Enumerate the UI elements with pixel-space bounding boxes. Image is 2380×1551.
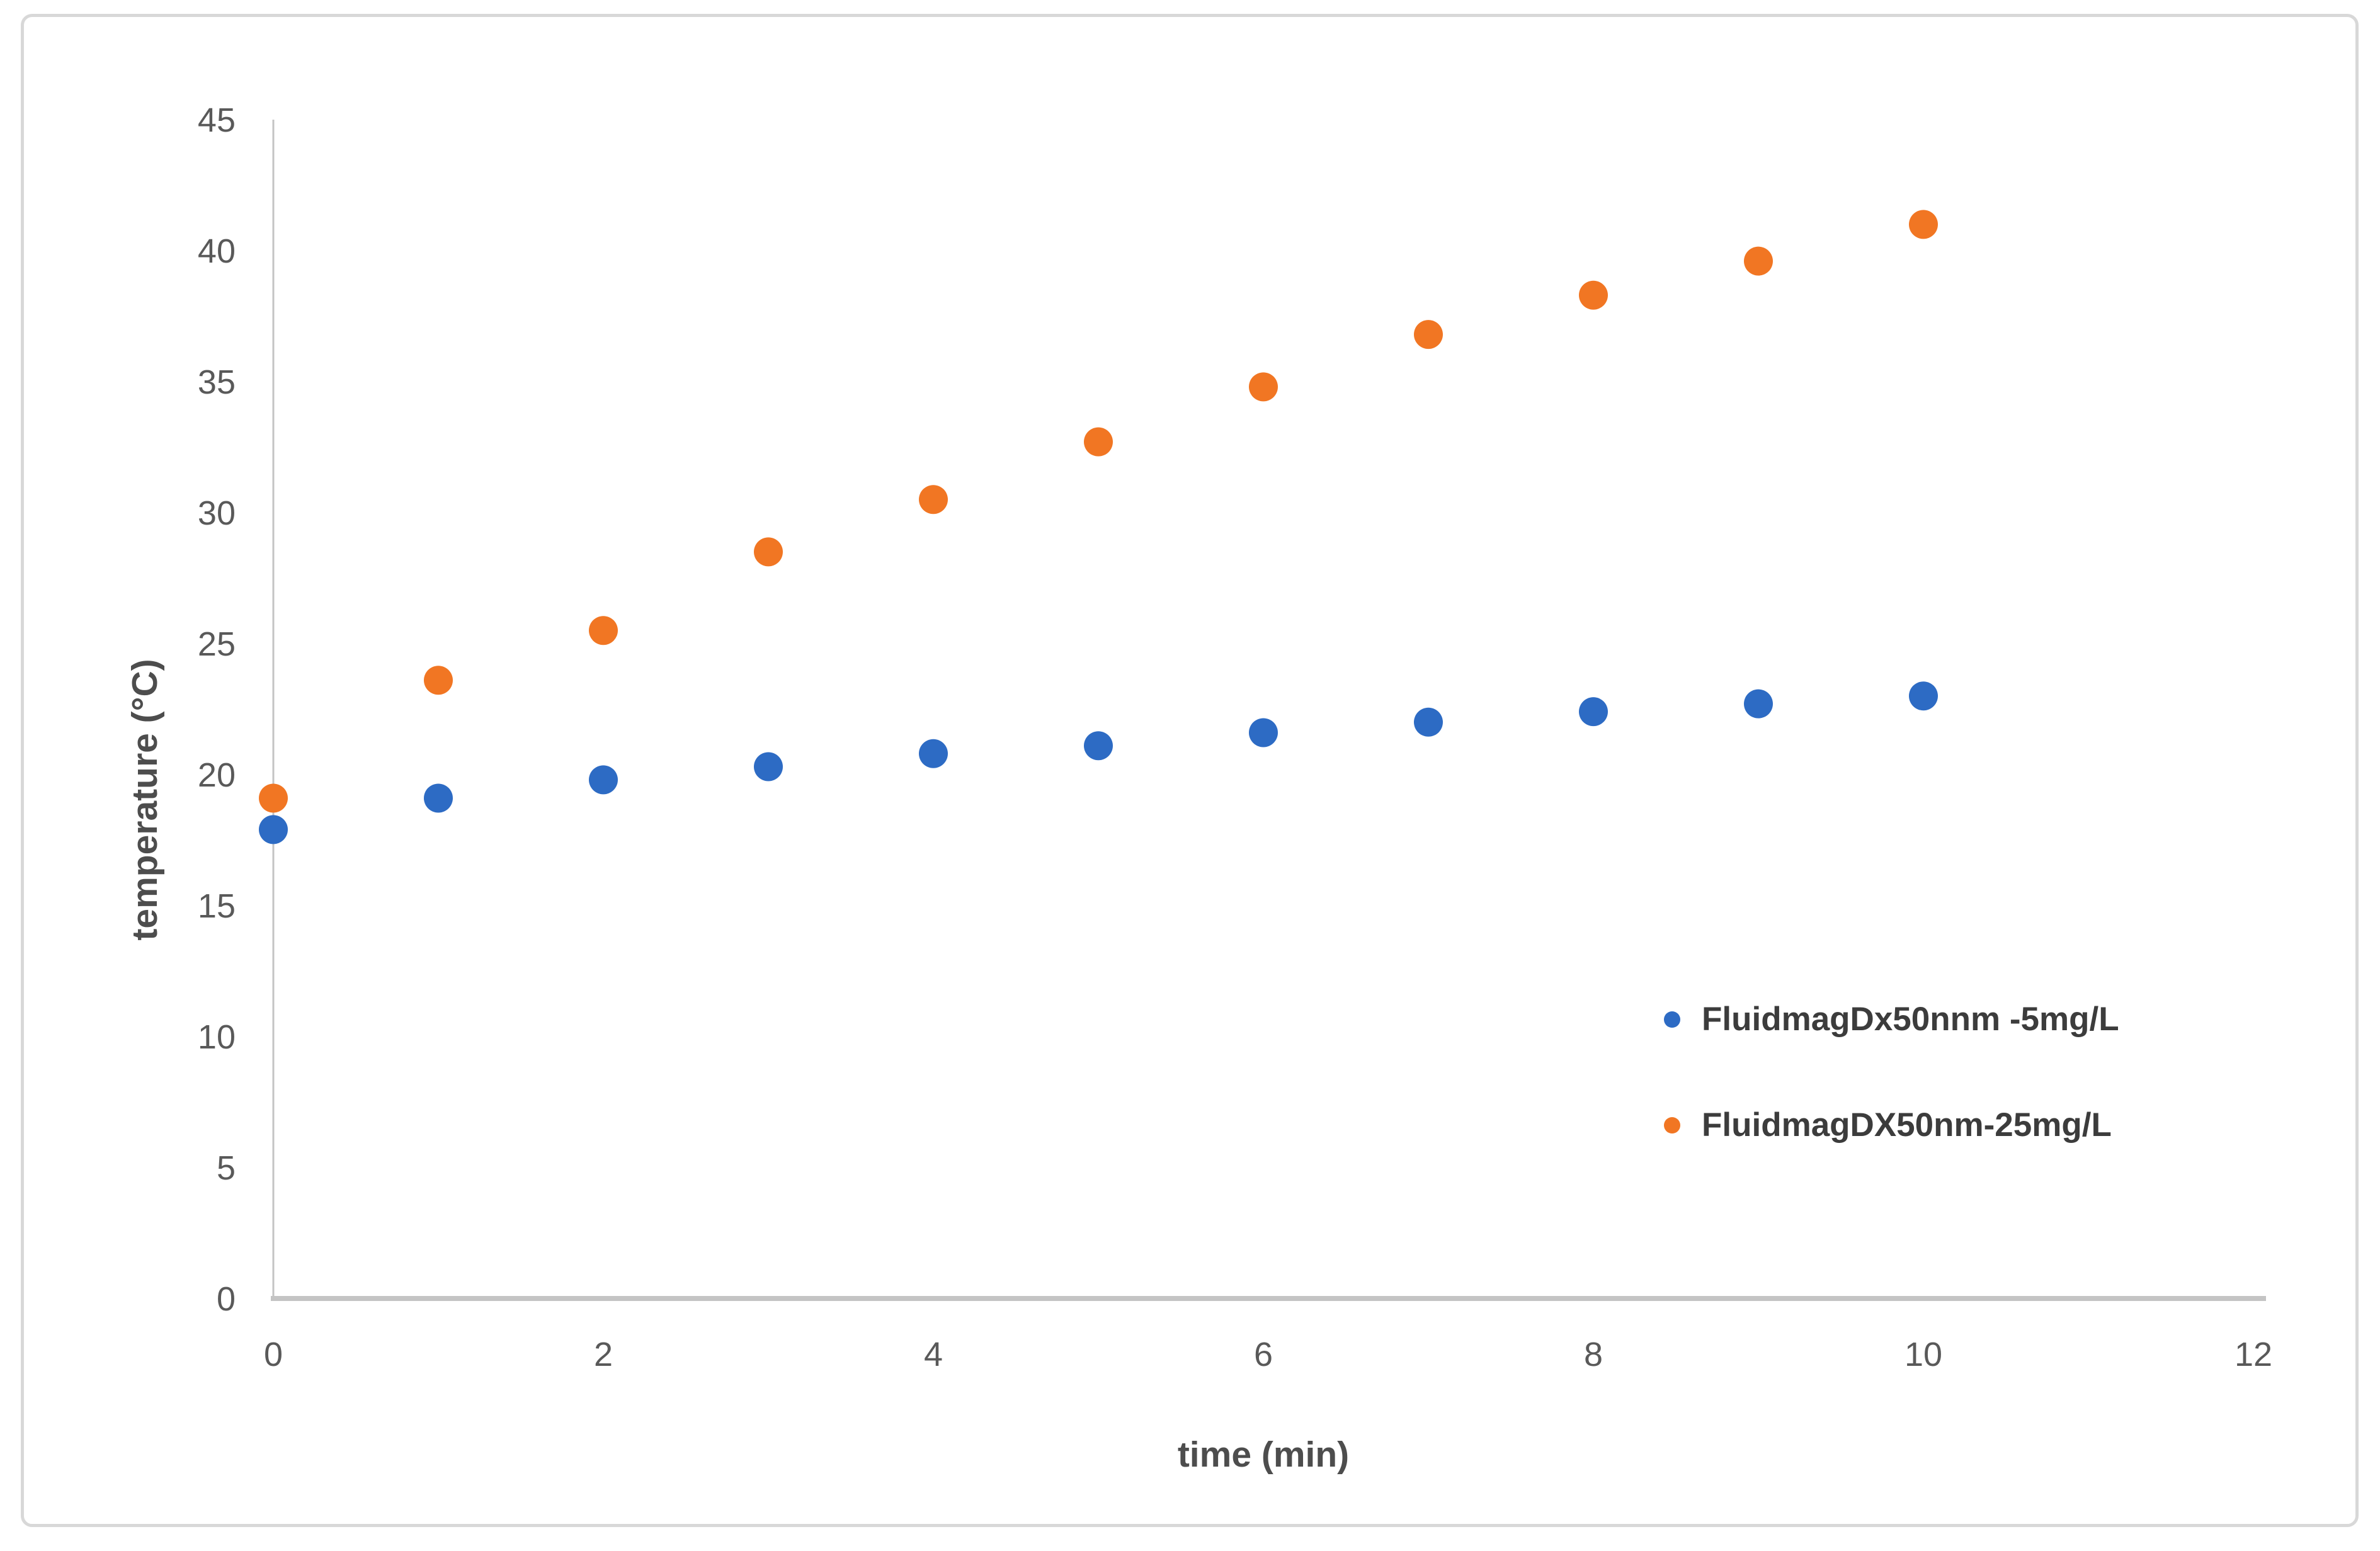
legend-marker-series2-icon bbox=[1664, 1116, 1680, 1133]
x-tick-label: 8 bbox=[1584, 1336, 1603, 1373]
data-point-series2 bbox=[1909, 210, 1938, 239]
legend-marker-series1-icon bbox=[1664, 1011, 1680, 1028]
data-point-series2 bbox=[424, 666, 453, 695]
data-point-series1 bbox=[589, 765, 618, 795]
data-point-series2 bbox=[259, 783, 288, 813]
data-point-series1 bbox=[754, 752, 783, 781]
y-tick-label: 15 bbox=[198, 887, 236, 925]
x-tick-label: 10 bbox=[1905, 1336, 1942, 1373]
x-tick-label: 4 bbox=[924, 1336, 943, 1373]
x-axis-title: time (min) bbox=[1177, 1435, 1350, 1475]
data-point-series1 bbox=[1909, 681, 1938, 711]
data-point-series2 bbox=[1744, 246, 1773, 276]
y-tick-label: 10 bbox=[198, 1018, 236, 1056]
data-point-series1 bbox=[259, 815, 288, 844]
data-point-series2 bbox=[919, 485, 948, 514]
data-point-series1 bbox=[919, 739, 948, 768]
data-point-series2 bbox=[1414, 320, 1443, 349]
legend-label-series2: FluidmagDX50nm-25mg/L bbox=[1702, 1106, 2112, 1144]
data-point-series2 bbox=[1084, 427, 1113, 457]
y-tick-label: 45 bbox=[198, 101, 236, 139]
y-tick-label: 40 bbox=[198, 232, 236, 270]
x-tick-label: 2 bbox=[594, 1336, 613, 1373]
legend-item-series2: FluidmagDX50nm-25mg/L bbox=[1664, 1106, 2119, 1144]
data-point-series2 bbox=[1249, 372, 1278, 402]
legend: FluidmagDx50nnm -5mg/L FluidmagDX50nm-25… bbox=[1664, 1000, 2119, 1144]
data-point-series2 bbox=[1579, 280, 1608, 310]
data-point-series1 bbox=[1744, 689, 1773, 719]
data-point-series2 bbox=[754, 537, 783, 567]
x-tick-label: 12 bbox=[2235, 1336, 2272, 1373]
y-tick-label: 0 bbox=[217, 1280, 236, 1318]
y-tick-label: 20 bbox=[198, 756, 236, 794]
legend-label-series1: FluidmagDx50nnm -5mg/L bbox=[1702, 1001, 2119, 1038]
data-point-series1 bbox=[1414, 707, 1443, 737]
data-point-series1 bbox=[1579, 697, 1608, 727]
x-tick-label: 6 bbox=[1254, 1336, 1273, 1373]
y-axis-title: temperature (°C) bbox=[125, 659, 165, 941]
y-tick-label: 35 bbox=[198, 363, 236, 401]
data-point-series2 bbox=[589, 616, 618, 645]
legend-item-series1: FluidmagDx50nnm -5mg/L bbox=[1664, 1000, 2119, 1038]
y-tick-label: 5 bbox=[217, 1149, 236, 1187]
data-point-series1 bbox=[1084, 731, 1113, 761]
data-point-series1 bbox=[1249, 718, 1278, 747]
data-point-series1 bbox=[424, 783, 453, 813]
x-tick-label: 0 bbox=[264, 1336, 283, 1373]
y-tick-label: 30 bbox=[198, 494, 236, 532]
y-tick-label: 25 bbox=[198, 625, 236, 663]
